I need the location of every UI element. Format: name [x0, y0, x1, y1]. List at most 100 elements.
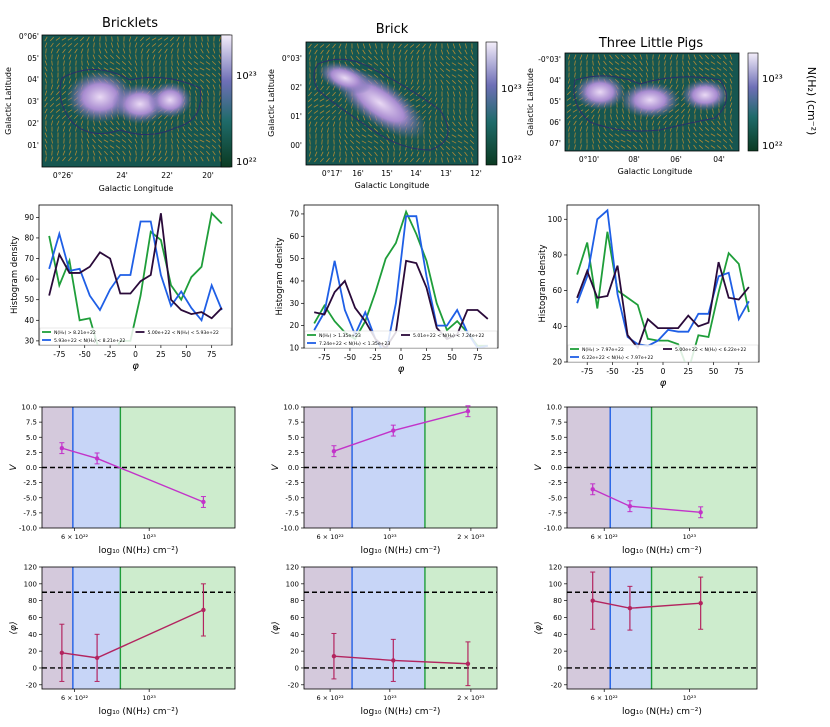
map-xtick: 06' — [670, 155, 682, 164]
vector-segment — [568, 144, 570, 150]
vector-segment — [308, 151, 312, 157]
vector-segment — [579, 54, 583, 60]
vector-segment — [609, 54, 613, 60]
vector-segment — [314, 151, 318, 157]
vector-segment — [171, 132, 173, 138]
vector-segment — [620, 79, 626, 83]
cbar-tick-low-tlp: 10²² — [762, 141, 783, 152]
vector-segment — [194, 150, 198, 156]
vector-segment — [205, 133, 211, 137]
zone-mid — [72, 407, 121, 528]
vector-segment — [177, 150, 179, 156]
ytick: 40 — [290, 631, 299, 639]
vector-segment — [470, 127, 474, 133]
map-ytick: 04' — [27, 75, 39, 84]
vector-segment — [55, 42, 61, 48]
vector-segment — [451, 74, 457, 78]
vector-segment — [675, 84, 679, 90]
vector-segment — [141, 72, 143, 78]
xtick: 10²³ — [383, 694, 397, 702]
vector-segment — [441, 97, 443, 103]
vector-segment — [62, 120, 66, 126]
vector-segment — [392, 157, 396, 163]
vector-segment — [567, 114, 571, 120]
vector-segment — [308, 49, 312, 55]
vector-segment — [368, 49, 372, 55]
hist-xtick: 25 — [422, 353, 432, 362]
vector-segment — [219, 48, 221, 54]
vector-segment — [170, 42, 174, 48]
vector-segment — [603, 66, 607, 72]
vector-segment — [135, 126, 137, 132]
vector-segment — [218, 54, 222, 60]
vector-segment — [356, 151, 360, 157]
cbar-tick-high-brick: 10²³ — [501, 84, 522, 95]
hist-ylabel: Histogram density — [10, 236, 20, 314]
ytick: 60 — [28, 614, 37, 622]
vector-segment — [50, 90, 54, 96]
ytick: 7.5 — [26, 419, 37, 427]
vector-segment — [434, 103, 438, 109]
vector-segment — [639, 66, 643, 72]
vector-segment — [717, 120, 721, 126]
vector-segment — [158, 48, 162, 54]
hist-xtick: 50 — [182, 350, 192, 359]
vector-segment — [313, 98, 319, 102]
vector-segment — [122, 54, 126, 60]
vector-segment — [465, 91, 467, 97]
vector-segment — [458, 115, 462, 121]
vector-segment — [367, 68, 373, 72]
xtick: 6 × 10²² — [316, 694, 344, 702]
vector-segment — [452, 157, 456, 163]
vector-segment — [193, 61, 199, 65]
vector-segment — [44, 72, 48, 78]
vector-segment — [578, 109, 584, 113]
vector-segment — [717, 114, 721, 120]
legend-entry: N(H₂) > 8.21e+22 — [54, 330, 96, 336]
vector-segment — [367, 56, 373, 60]
map-ytick: 05' — [27, 54, 39, 63]
hist-bricklets: -75 -50 -25 0 25 50 75 30 40 50 60 70 80 90 φ Histogram… — [10, 204, 233, 372]
vector-segment — [434, 79, 438, 85]
vector-segment — [614, 67, 620, 71]
vector-segment — [357, 43, 359, 49]
vector-segment — [421, 104, 427, 108]
vector-segment — [128, 36, 132, 42]
vector-segment — [440, 73, 444, 79]
vector-segment — [122, 120, 126, 126]
map-xlabel: Galactic Longitude — [99, 184, 174, 193]
vector-segment — [44, 108, 48, 114]
vector-segment — [350, 151, 354, 157]
vector-segment — [201, 36, 203, 42]
vector-segment — [681, 114, 685, 120]
vector-segment — [591, 108, 595, 114]
vector-segment — [213, 102, 215, 108]
data-point — [59, 445, 65, 451]
vector-segment — [374, 55, 378, 61]
vector-segment — [176, 138, 180, 144]
vector-segment — [603, 60, 607, 66]
vector-segment — [163, 42, 169, 48]
vector-segment — [98, 54, 102, 60]
vector-segment — [566, 109, 572, 113]
vector-segment — [193, 133, 199, 137]
vector-segment — [313, 43, 319, 49]
vector-segment — [51, 72, 53, 78]
vector-segment — [416, 55, 420, 61]
vector-segment — [362, 157, 366, 163]
map-emission-tlp — [574, 74, 626, 110]
legend-entry: 5.00e+22 < N(H₂) < 5.93e+22 — [148, 330, 219, 336]
hist-ytick: 20 — [289, 321, 299, 330]
vector-segment — [321, 133, 323, 139]
vector-segment — [62, 156, 66, 162]
vector-segment — [67, 37, 73, 41]
vector-segment — [139, 36, 145, 42]
zone-mid — [352, 567, 425, 689]
vector-segment — [404, 79, 408, 85]
vector-segment — [182, 54, 186, 60]
vector-segment — [344, 127, 348, 133]
vector-segment — [417, 73, 419, 79]
vector-segment — [717, 54, 721, 60]
vector-segment — [151, 37, 157, 41]
vector-segment — [44, 144, 48, 150]
